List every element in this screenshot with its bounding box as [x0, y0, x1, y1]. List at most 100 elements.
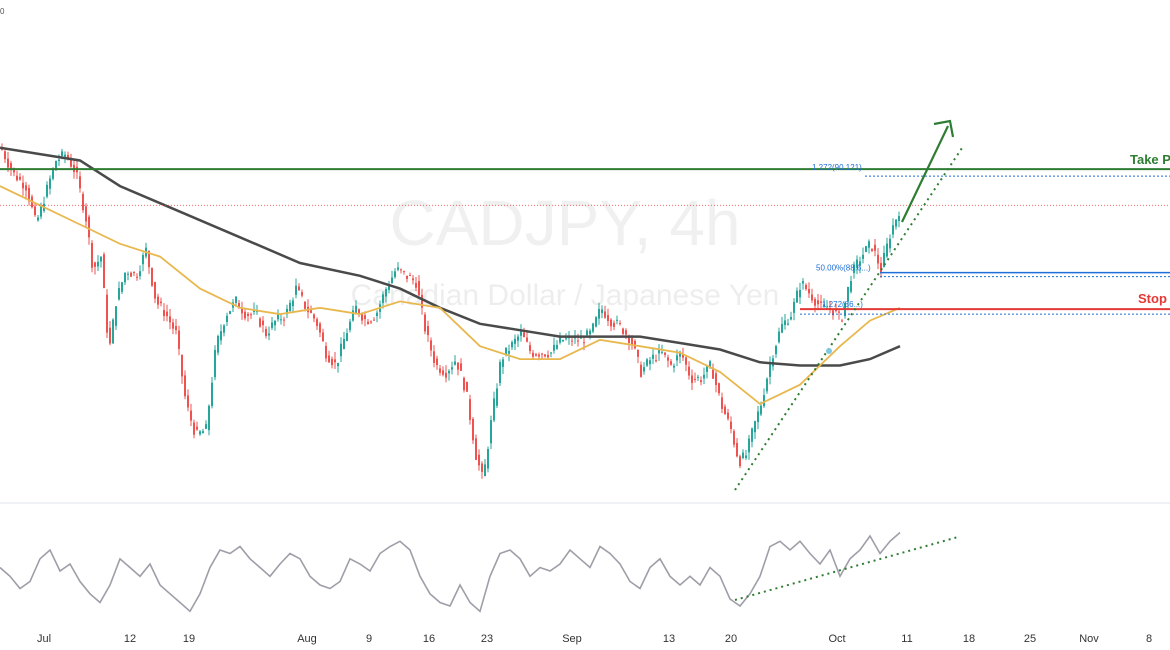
candle-body — [805, 284, 807, 290]
candle-body — [592, 323, 594, 332]
candle-body — [703, 374, 705, 379]
uptrend-dotted-line — [734, 147, 963, 491]
rsi-divergence-line — [734, 536, 959, 601]
candle-body — [175, 326, 177, 331]
candle-body — [556, 344, 558, 349]
rsi-panel — [0, 531, 959, 613]
candle-body — [274, 320, 276, 326]
candle-body — [769, 363, 771, 377]
candle-body — [208, 405, 210, 431]
candle-body — [694, 378, 696, 380]
candle-body — [319, 323, 321, 333]
moving-average-long-line — [0, 146, 901, 367]
candle-body — [196, 426, 198, 430]
candle-body — [730, 421, 732, 430]
candle-body — [457, 362, 459, 370]
candle-body — [685, 357, 687, 365]
candle-body — [136, 276, 138, 278]
candle-body — [40, 205, 42, 217]
candle-body — [373, 319, 375, 321]
candle-body — [49, 178, 51, 189]
candle-body — [112, 319, 114, 344]
candle-body — [130, 272, 132, 277]
candle-body — [106, 294, 108, 333]
candle-body — [547, 354, 549, 358]
candle-body — [895, 219, 897, 227]
candle-body — [430, 340, 432, 351]
candle-body — [154, 282, 156, 299]
candle-body — [169, 316, 171, 323]
candle-body — [862, 254, 864, 259]
fib-label: 1.272(90.121) — [812, 163, 862, 172]
candle-body — [865, 246, 867, 252]
candle-body — [64, 154, 66, 157]
candle-body — [439, 368, 441, 373]
candle-body — [157, 296, 159, 305]
candle-body — [583, 342, 585, 344]
candle-body — [709, 361, 711, 368]
candle-body — [559, 336, 561, 343]
candle-body — [190, 410, 192, 421]
candle-body — [442, 370, 444, 375]
candle-body — [472, 418, 474, 441]
left-edge-marker: 0 — [0, 7, 5, 16]
candle-body — [493, 398, 495, 421]
candle-body — [121, 282, 123, 292]
candle-body — [898, 216, 900, 221]
target-arrow-head — [933, 119, 955, 138]
candle-body — [637, 349, 639, 357]
candle-body — [334, 359, 336, 363]
x-axis: Jul 12 19 Aug 9 16 23 Sep 13 20 Oct 11 18 25 Nov 8 — [37, 633, 1152, 645]
candle-body — [328, 355, 330, 363]
candle-body — [892, 225, 894, 235]
stop-loss-label: Stop — [1138, 291, 1167, 306]
candle-body — [286, 308, 288, 315]
candle-body — [613, 322, 615, 327]
candle-body — [415, 283, 417, 288]
candle-body — [628, 336, 630, 344]
candle-body — [403, 271, 405, 273]
candle-body — [529, 345, 531, 352]
candle-body — [142, 255, 144, 265]
candle-body — [721, 397, 723, 409]
candle-body — [676, 355, 678, 361]
candle-body — [367, 321, 369, 325]
candle-body — [853, 264, 855, 274]
candle-body — [97, 261, 99, 267]
candle-body — [847, 286, 849, 302]
candle-body — [469, 399, 471, 420]
candle-body — [244, 311, 246, 319]
candle-body — [421, 294, 423, 308]
candle-body — [289, 302, 291, 312]
candle-body — [181, 354, 183, 377]
candle-body — [610, 319, 612, 327]
candle-body — [61, 151, 63, 156]
candle-body — [7, 158, 9, 168]
candle-body — [724, 406, 726, 415]
candle-body — [511, 341, 513, 348]
candle-body — [889, 238, 891, 249]
candle-body — [124, 272, 126, 283]
candle-body — [481, 463, 483, 472]
candle-body — [304, 301, 306, 309]
candle-body — [883, 253, 885, 267]
candle-body — [250, 314, 252, 316]
x-tick-label: 12 — [124, 633, 136, 645]
candle-body — [220, 331, 222, 341]
candle-body — [409, 275, 411, 277]
candle-body — [748, 438, 750, 453]
candle-body — [343, 339, 345, 350]
candle-body — [67, 154, 69, 159]
candle-body — [406, 275, 408, 279]
candle-body — [256, 310, 258, 312]
symbol-watermark: CADJPY, 4h — [390, 187, 741, 259]
candle-body — [838, 311, 840, 313]
candle-body — [295, 285, 297, 295]
candle-body — [502, 359, 504, 367]
candle-body — [517, 336, 519, 341]
candle-body — [193, 422, 195, 435]
candle-body — [268, 333, 270, 336]
trade-levels: Take P Stop 1.272(90.121) 50.00%(88.6...) 1.… — [0, 119, 1170, 491]
candle-body — [10, 163, 12, 171]
candle-body — [625, 330, 627, 335]
